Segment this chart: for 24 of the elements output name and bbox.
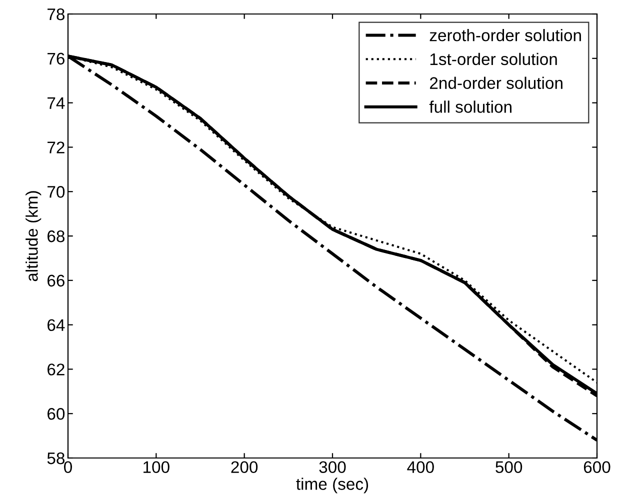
y-tick-label: 64 <box>48 319 65 332</box>
legend-label: 2nd-order solution <box>430 76 562 89</box>
x-tick-label: 600 <box>584 461 610 474</box>
y-tick-label: 60 <box>48 408 65 420</box>
legend-label: 1st-order solution <box>430 52 557 66</box>
y-tick-label: 72 <box>48 142 64 154</box>
y-tick-label: 78 <box>48 8 64 20</box>
y-axis-title: altitude (km) <box>26 191 42 282</box>
y-tick-label: 66 <box>48 274 64 287</box>
y-tick-label: 76 <box>48 52 64 65</box>
y-tick-label: 68 <box>48 230 64 242</box>
x-tick-label: 400 <box>407 461 434 474</box>
x-tick-label: 0 <box>64 461 72 474</box>
legend-label: full solution <box>429 100 512 113</box>
x-tick-label: 300 <box>319 461 346 474</box>
x-tick-label: 500 <box>496 461 522 474</box>
y-tick-label: 58 <box>47 452 64 464</box>
x-tick-label: 100 <box>144 461 170 474</box>
y-tick-label: 70 <box>48 186 65 198</box>
x-axis-title: time (sec) <box>296 478 368 494</box>
y-tick-label: 62 <box>48 364 64 376</box>
y-tick-label: 74 <box>48 97 65 109</box>
legend-label: zeroth-order solution <box>430 29 581 42</box>
x-tick-label: 200 <box>231 461 258 474</box>
